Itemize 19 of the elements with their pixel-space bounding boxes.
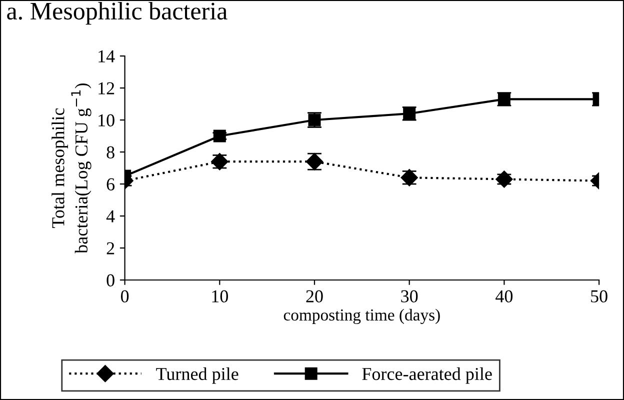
x-axis-title: composting time (days) <box>284 308 440 324</box>
y-tick-label: 12 <box>98 82 114 94</box>
y-axis-title: Total mesophilic bacteria(Log CFU g$^{−1}$) <box>52 83 92 254</box>
legend-label: Force-aerated pile <box>362 367 492 384</box>
y-tick-label: 6 <box>106 178 115 190</box>
x-tick-label: 0 <box>120 290 129 302</box>
y-tick-label: 4 <box>106 210 115 222</box>
legend-label: Turned pile <box>156 367 238 384</box>
y-tick-label: 14 <box>98 50 115 62</box>
chart-title: a. Mesophilic bacteria <box>7 2 228 25</box>
x-tick-label: 50 <box>591 290 608 302</box>
y-tick-label: 0 <box>106 274 114 286</box>
x-tick-label: 10 <box>212 290 228 302</box>
y-tick-label: 10 <box>98 114 114 126</box>
x-tick-label: 20 <box>306 290 323 302</box>
x-tick-label: 40 <box>496 290 513 302</box>
x-tick-label: 30 <box>401 290 418 302</box>
y-tick-label: 2 <box>106 242 114 254</box>
y-tick-label: 8 <box>106 146 114 158</box>
